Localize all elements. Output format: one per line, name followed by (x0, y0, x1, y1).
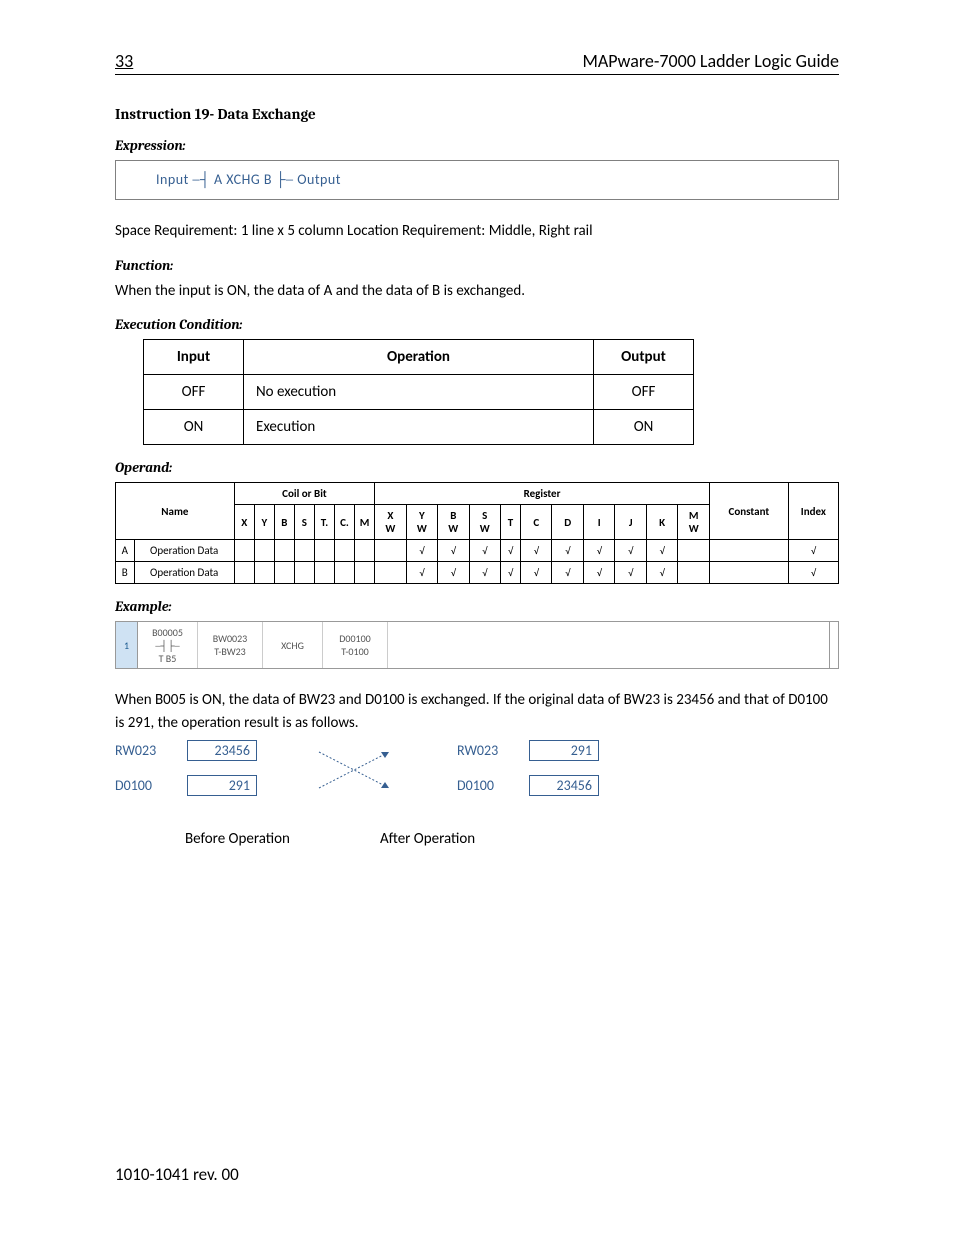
operand-coil-col: Y (254, 505, 274, 540)
before-r2-value: 291 (187, 775, 257, 796)
operand-index-header: Index (788, 483, 838, 540)
expression-box: Input ─┤ A XCHG B ├─ Output (115, 160, 839, 200)
operand-coil-col: B (274, 505, 294, 540)
operand-coil-header: Coil or Bit (234, 483, 374, 505)
swap-diagram: RW023 23456 D0100 291 RW023 291 D0100 23… (115, 740, 839, 800)
operand-reg-col: D (552, 505, 583, 540)
table-row: AOperation Data√√√√√√√√√√ (116, 540, 839, 562)
page-header: 33 MAPware-7000 Ladder Logic Guide (115, 50, 839, 75)
operand-constant-header: Constant (710, 483, 789, 540)
execution-condition-table: Input Operation Output OFF No execution … (143, 339, 694, 445)
table-row: BOperation Data√√√√√√√√√√ (116, 562, 839, 584)
operand-reg-col: M W (678, 505, 710, 540)
before-r2-label: D0100 (115, 777, 177, 794)
operand-coil-col: M (354, 505, 374, 540)
operand-name-header: Name (116, 483, 235, 540)
operand-reg-col: J (615, 505, 646, 540)
space-requirement: Space Requirement: 1 line x 5 column Loc… (115, 220, 839, 243)
page-number: 33 (115, 50, 133, 72)
operand-reg-col: B W (438, 505, 469, 540)
document-title: MAPware-7000 Ladder Logic Guide (582, 50, 839, 72)
instruction-title: Instruction 19- Data Exchange (115, 105, 839, 123)
operand-reg-col: S W (469, 505, 500, 540)
function-heading: Function: (115, 257, 839, 274)
ladder-operand-b: D00100 T-0100 (323, 622, 388, 668)
exec-header-input: Input (144, 340, 244, 375)
after-r1-value: 291 (529, 740, 599, 761)
after-r2-value: 23456 (529, 775, 599, 796)
operand-reg-col: X W (375, 505, 406, 540)
function-text: When the input is ON, the data of A and … (115, 280, 839, 303)
example-ladder-diagram: 1 B00005 ─┤├─ T B5 BW0023 T-BW23 XCHG D0… (115, 621, 839, 669)
operand-reg-col: T (500, 505, 520, 540)
footer-revision: 1010-1041 rev. 00 (115, 1164, 239, 1185)
after-caption: After Operation (380, 830, 475, 848)
table-row: ON Execution ON (144, 410, 694, 445)
exec-header-operation: Operation (244, 340, 594, 375)
operand-reg-col: Y W (406, 505, 437, 540)
after-r1-label: RW023 (457, 742, 519, 759)
after-r2-label: D0100 (457, 777, 519, 794)
operand-table: Name Coil or Bit Register Constant Index… (115, 482, 839, 584)
operand-heading: Operand: (115, 459, 839, 476)
ladder-rung-number: 1 (116, 622, 138, 668)
operand-reg-col: C (521, 505, 552, 540)
expression-heading: Expression: (115, 137, 839, 154)
operand-reg-col: I (583, 505, 614, 540)
swap-arrows (317, 740, 397, 800)
before-r1-value: 23456 (187, 740, 257, 761)
expression-text: Input ─┤ A XCHG B ├─ Output (156, 171, 341, 188)
ladder-contact: B00005 ─┤├─ T B5 (138, 622, 198, 668)
operand-coil-col: T. (314, 505, 334, 540)
operand-reg-col: K (646, 505, 677, 540)
ladder-instruction: XCHG (263, 622, 323, 668)
cross-arrow-icon (317, 740, 397, 800)
before-after-captions: Before Operation After Operation (185, 830, 839, 848)
before-caption: Before Operation (185, 830, 290, 848)
before-column: RW023 23456 D0100 291 (115, 740, 257, 800)
operand-coil-col: S (294, 505, 314, 540)
exec-header-output: Output (594, 340, 694, 375)
execution-condition-heading: Execution Condition: (115, 316, 839, 333)
before-r1-label: RW023 (115, 742, 177, 759)
operand-register-header: Register (375, 483, 710, 505)
ladder-operand-a: BW0023 T-BW23 (198, 622, 263, 668)
operand-coil-col: C. (334, 505, 354, 540)
example-heading: Example: (115, 598, 839, 615)
after-column: RW023 291 D0100 23456 (457, 740, 599, 800)
example-text: When B005 is ON, the data of BW23 and D0… (115, 689, 839, 734)
operand-coil-col: X (234, 505, 254, 540)
table-row: OFF No execution OFF (144, 375, 694, 410)
